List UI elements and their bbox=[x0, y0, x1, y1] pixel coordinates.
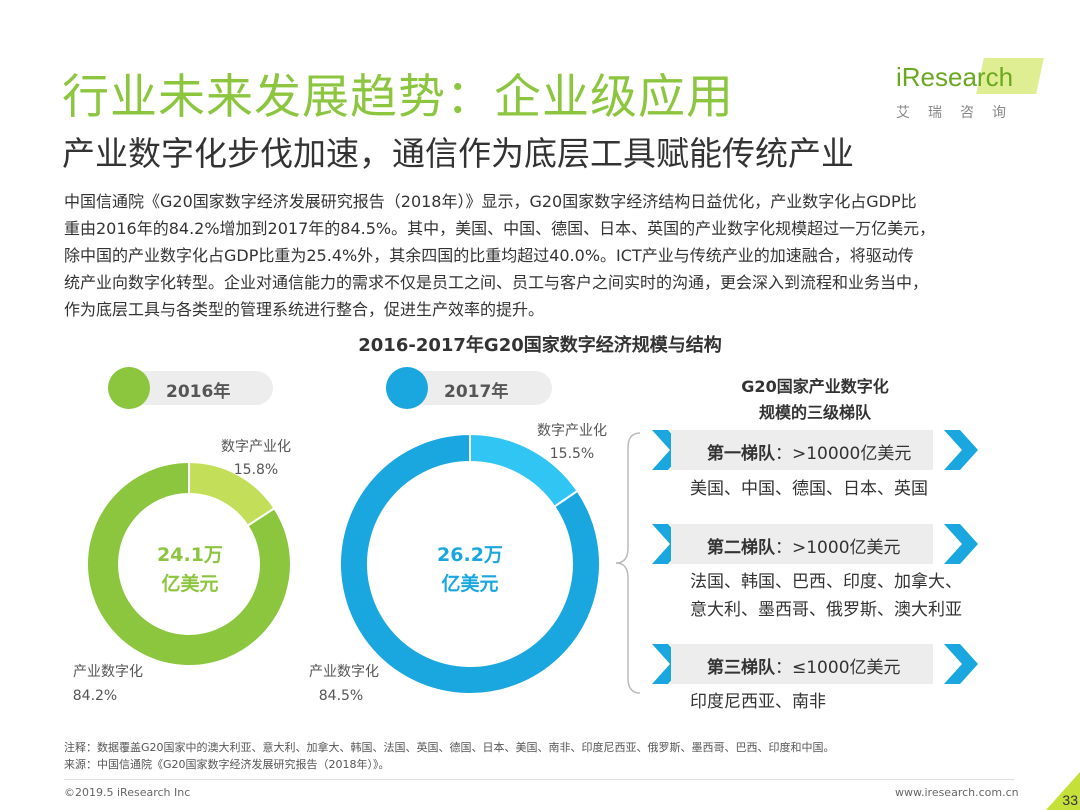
tier-3-range: ：≤1000亿美元 bbox=[775, 658, 901, 678]
slice-value-industry-digital-2017: 84.5% bbox=[318, 688, 364, 704]
center-unit-2016: 亿美元 bbox=[161, 573, 219, 595]
donut-slice-1 bbox=[339, 432, 601, 695]
tier-3-countries: 印度尼西亚、南非 bbox=[690, 688, 826, 716]
footnote: 注释：数据覆盖G20国家中的澳大利亚、意大利、加拿大、韩国、法国、英国、德国、日… bbox=[64, 741, 835, 754]
logo-wordmark: iResearch bbox=[896, 62, 1014, 92]
tier-2-background bbox=[671, 524, 933, 564]
page-subtitle: 产业数字化步伐加速，通信作为底层工具赋能传统产业 bbox=[62, 134, 854, 173]
tier-3-bar: 第三梯队：≤1000亿美元 bbox=[655, 644, 977, 684]
tier-2-range: ：>1000亿美元 bbox=[775, 538, 901, 558]
tier-2-countries: 法国、韩国、巴西、印度、加拿大、 意大利、墨西哥、俄罗斯、澳大利亚 bbox=[690, 568, 962, 624]
center-unit-2017: 亿美元 bbox=[441, 573, 499, 595]
tier-1-background bbox=[671, 430, 933, 470]
year-pill-2017: 2017年 bbox=[386, 367, 552, 409]
tier-2-name: 第二梯队 bbox=[707, 538, 775, 558]
tier-3-chevron-right-icon bbox=[944, 644, 978, 684]
tier-country-line: 法国、韩国、巴西、印度、加拿大、 bbox=[690, 572, 962, 592]
page-corner-shape bbox=[1046, 772, 1080, 810]
page-title: 行业未来发展趋势：企业级应用 bbox=[62, 70, 734, 125]
tier-heading: G20国家产业数字化 规模的三级梯队 bbox=[700, 374, 930, 426]
tier-heading-line: 规模的三级梯队 bbox=[758, 403, 871, 422]
tier-country-line: 意大利、墨西哥、俄罗斯、澳大利亚 bbox=[690, 600, 962, 620]
donut-2017 bbox=[339, 432, 601, 695]
body-line: 中国信通院《G20国家数字经济发展研究报告（2018年）》显示，G20国家数字经… bbox=[64, 192, 917, 211]
tier-1-name: 第一梯队 bbox=[707, 444, 775, 464]
year-dot-2016 bbox=[108, 367, 150, 409]
slice-value-digital-industry-2016: 15.8% bbox=[233, 462, 279, 478]
center-value-2017: 26.2万 bbox=[437, 544, 503, 566]
body-line: 统产业向数字化转型。企业对通信能力的需求不仅是员工之间、员工与客户之间实时的沟通… bbox=[64, 273, 929, 292]
iresearch-logo: iResearch 艾瑞咨询 bbox=[888, 58, 1044, 130]
tier-1-label: 第一梯队：>10000亿美元 bbox=[707, 439, 911, 464]
tier-2-bar: 第二梯队：>1000亿美元 bbox=[655, 524, 977, 564]
body-line: 除中国的产业数字化占GDP比重为25.4%外，其余四国的比重均超过40.0%。I… bbox=[64, 246, 914, 265]
center-value-2016: 24.1万 bbox=[157, 544, 223, 566]
tier-3-label: 第三梯队：≤1000亿美元 bbox=[707, 653, 901, 678]
donut-slice-1 bbox=[86, 460, 292, 667]
page-number-badge: 33 bbox=[1046, 772, 1080, 810]
body-paragraph: 中国信通院《G20国家数字经济发展研究报告（2018年）》显示，G20国家数字经… bbox=[64, 188, 1024, 323]
tier-2-label: 第二梯队：>1000亿美元 bbox=[707, 533, 901, 558]
copyright: ©2019.5 iResearch Inc bbox=[64, 786, 191, 799]
slice-label-digital-industry-2017: 数字产业化 bbox=[537, 423, 607, 439]
slice-value-digital-industry-2017: 15.5% bbox=[549, 446, 595, 462]
year-label-2017: 2017年 bbox=[444, 382, 509, 402]
donut-slice-0 bbox=[469, 432, 579, 509]
tier-country-line: 印度尼西亚、南非 bbox=[690, 692, 826, 712]
year-label-2016: 2016年 bbox=[166, 382, 231, 402]
slice-label-digital-industry-2016: 数字产业化 bbox=[221, 439, 291, 455]
year-dot-2017 bbox=[386, 367, 428, 409]
slice-label-industry-digital-2017: 产业数字化 bbox=[309, 664, 379, 680]
year-pill-2016: 2016年 bbox=[108, 367, 273, 409]
chart-title: 2016-2017年G20国家数字经济规模与结构 bbox=[358, 335, 722, 356]
tier-1-range: ：>10000亿美元 bbox=[775, 444, 912, 464]
body-line: 作为底层工具与各类型的管理系统进行整合，促进生产效率的提升。 bbox=[64, 300, 545, 319]
tier-3-background bbox=[671, 644, 933, 684]
tier-2-chevron-right-icon bbox=[944, 524, 978, 564]
tier-1-chevron-right-icon bbox=[944, 430, 978, 470]
slice-value-industry-digital-2016: 84.2% bbox=[72, 688, 118, 704]
tier-brace bbox=[615, 432, 641, 694]
tier-country-line: 美国、中国、德国、日本、英国 bbox=[690, 479, 928, 499]
source-note: 来源：中国信通院《G20国家数字经济发展研究报告（2018年）》。 bbox=[64, 758, 390, 771]
logo-chinese-name: 艾瑞咨询 bbox=[896, 105, 1024, 121]
tier-3-name: 第三梯队 bbox=[707, 658, 775, 678]
footer-divider bbox=[64, 779, 1014, 780]
tier-1-bar: 第一梯队：>10000亿美元 bbox=[655, 430, 977, 470]
tier-heading-line: G20国家产业数字化 bbox=[741, 377, 889, 396]
body-line: 重由2016年的84.2%增加到2017年的84.5%。其中，美国、中国、德国、… bbox=[64, 219, 936, 238]
slice-label-industry-digital-2016: 产业数字化 bbox=[73, 664, 143, 680]
donut-2016 bbox=[86, 460, 292, 667]
tier-1-countries: 美国、中国、德国、日本、英国 bbox=[690, 475, 928, 503]
website-url: www.iresearch.com.cn bbox=[895, 786, 1019, 799]
page-number: 33 bbox=[1062, 792, 1078, 808]
